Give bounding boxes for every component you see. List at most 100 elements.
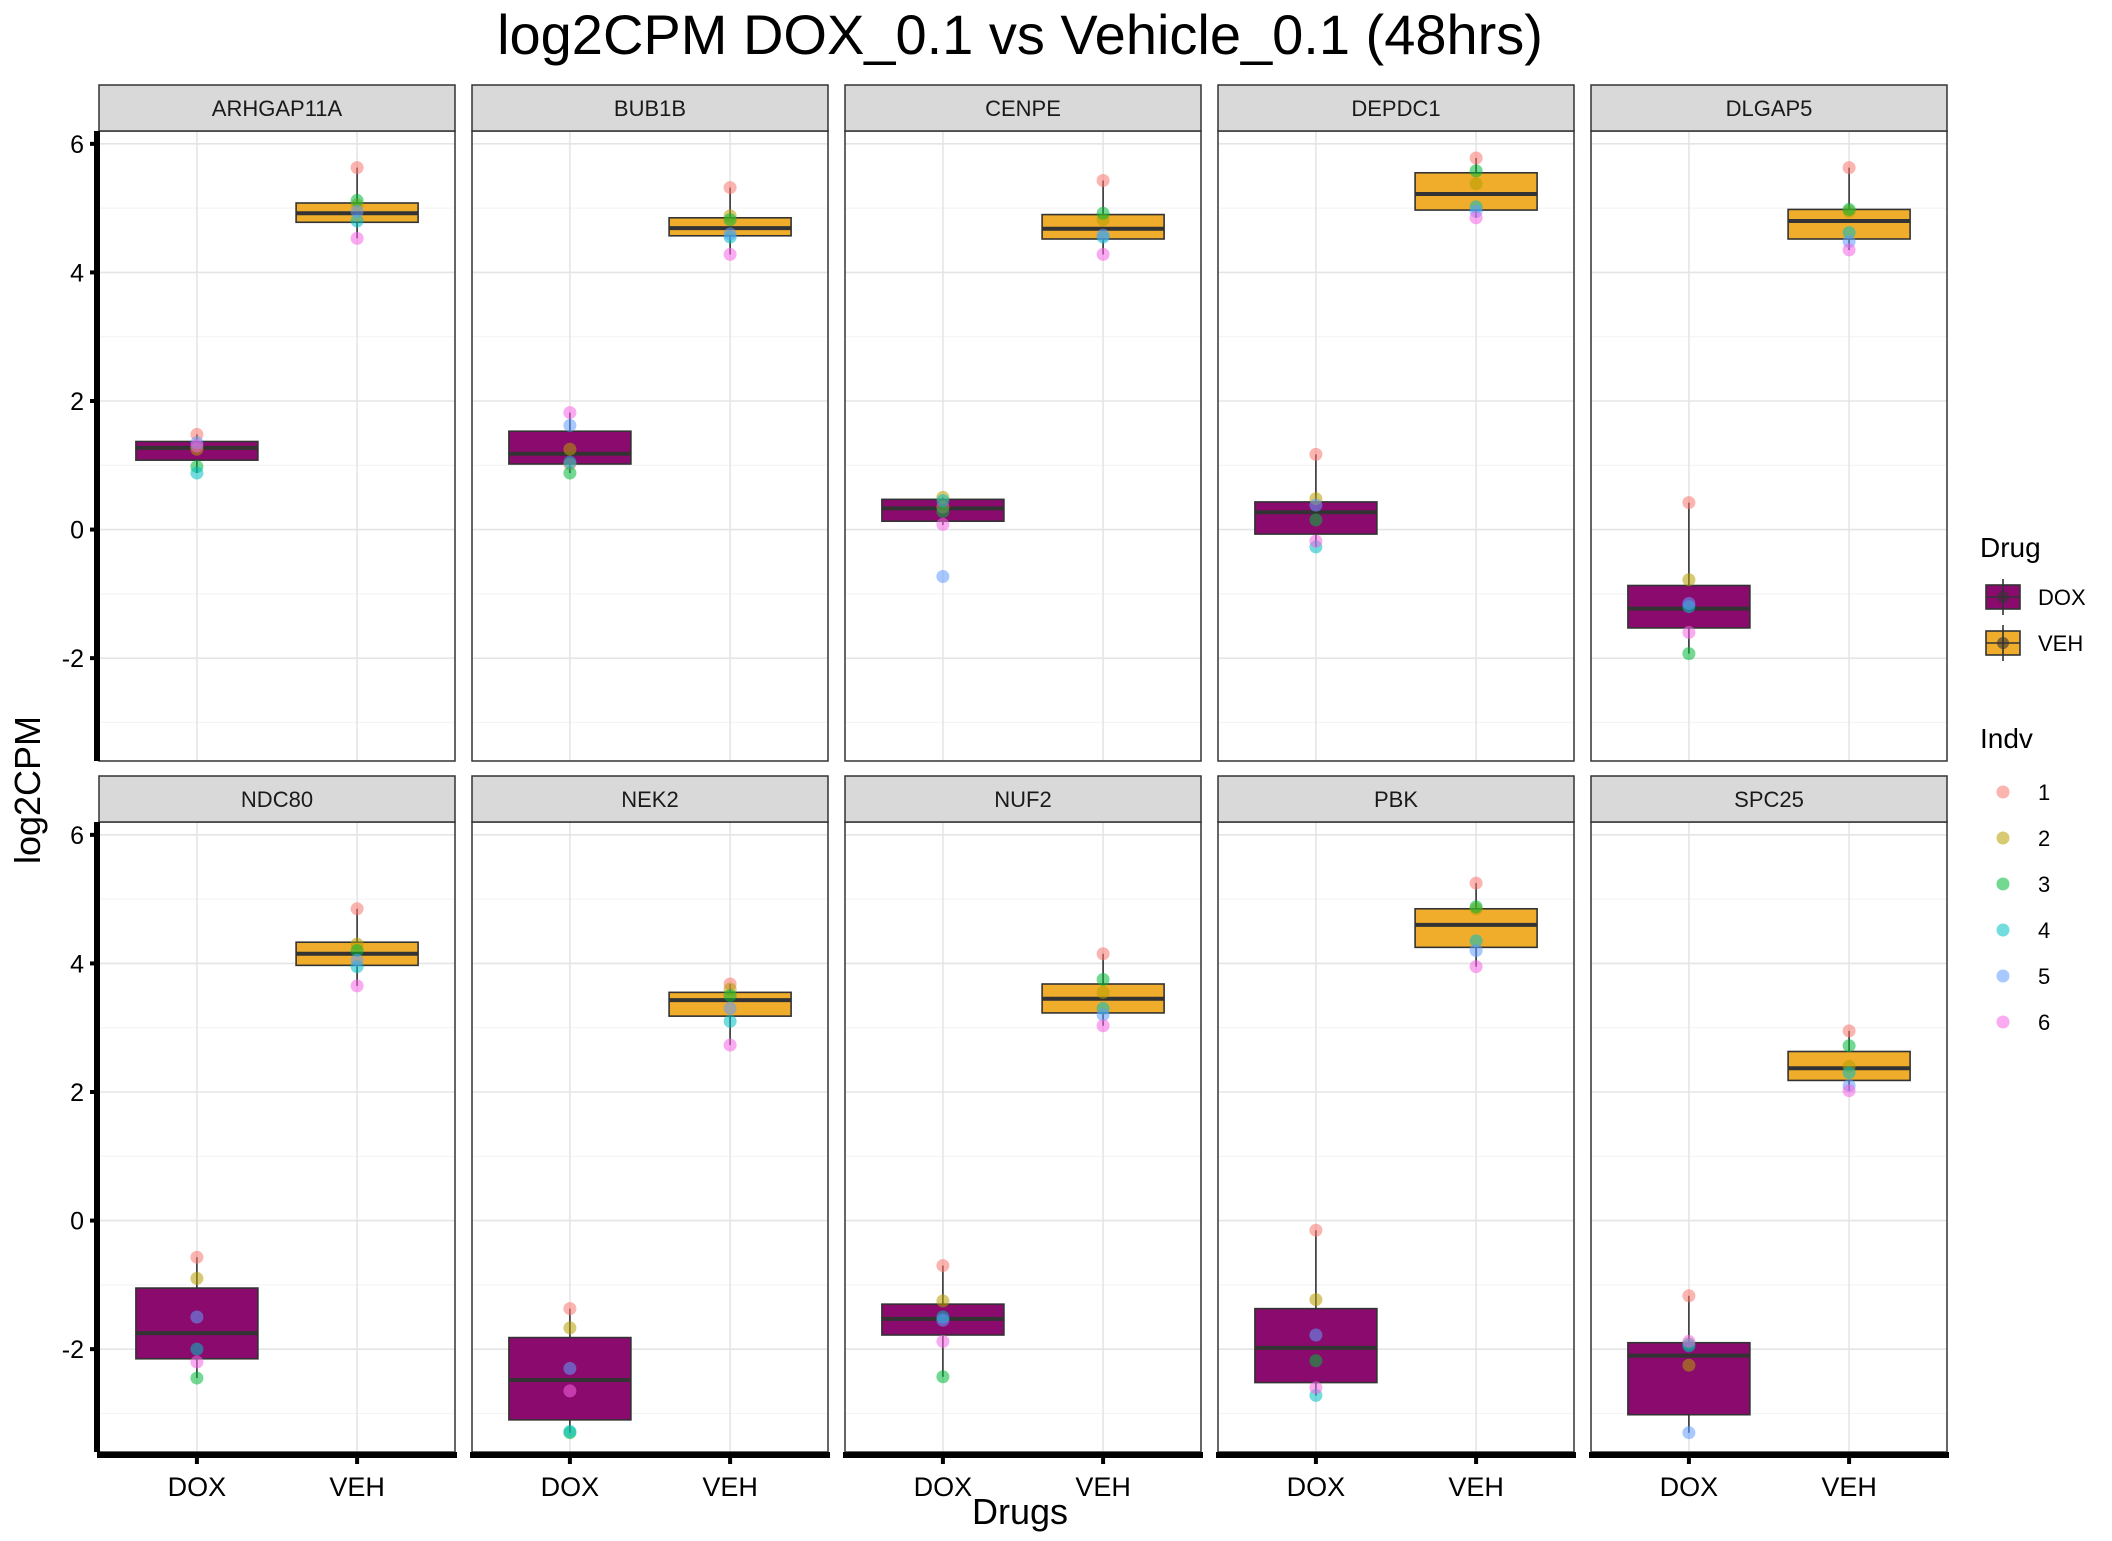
box-veh: [1787, 161, 1911, 257]
facet-strip: [844, 775, 1202, 823]
data-point-indv-1: [1842, 1024, 1856, 1038]
legend-indv-label: 4: [2038, 918, 2050, 943]
legend-indv-point-3: [1996, 877, 2010, 891]
data-point-indv-1: [1469, 151, 1483, 165]
box-veh: [1414, 151, 1538, 225]
box-dox: [1627, 496, 1751, 661]
box-dox: [508, 406, 632, 480]
box-dox: [135, 427, 259, 480]
x-tick-label: VEH: [329, 1472, 385, 1502]
data-point-indv-3: [1096, 973, 1110, 986]
data-point-indv-3: [1469, 164, 1483, 178]
facet-label: NDC80: [241, 787, 313, 812]
data-point-indv-3: [190, 1371, 204, 1385]
data-point-indv-3: [350, 193, 364, 207]
facet-strip: [98, 775, 456, 823]
legend-indv-label: 5: [2038, 964, 2050, 989]
box-veh: [295, 902, 419, 993]
facet-panel-nuf2: NUF2 DOX VEH: [843, 775, 1203, 1502]
facet-panel-cenpe: CENPE: [844, 84, 1202, 762]
data-point-indv-3: [563, 466, 577, 480]
data-point-indv-1: [1096, 174, 1110, 187]
data-point-indv-4: [350, 214, 364, 228]
y-tick-label: -2: [62, 1336, 84, 1364]
data-point-indv-1: [350, 902, 364, 916]
x-tick-label: DOX: [914, 1472, 973, 1502]
data-point-indv-1: [563, 1302, 577, 1316]
data-point-indv-4: [190, 466, 204, 480]
facet-strip: [1590, 775, 1948, 823]
data-point-indv-5: [1096, 228, 1110, 242]
data-point-indv-1: [350, 161, 364, 175]
y-tick-label: -2: [62, 645, 84, 673]
data-point-indv-1: [1309, 447, 1323, 461]
legend-indv-title: Indv: [1980, 723, 2033, 754]
box-body: [1627, 1341, 1751, 1416]
data-point-indv-5: [936, 1313, 950, 1327]
data-point-indv-5: [723, 227, 737, 241]
x-tick-label: VEH: [702, 1472, 758, 1502]
data-point-indv-6: [1096, 1019, 1110, 1033]
data-point-indv-6: [1309, 1381, 1323, 1395]
data-point-indv-6: [1096, 247, 1110, 261]
data-point-indv-2: [1309, 1293, 1323, 1307]
facet-panel-ndc80: NDC80 -2 0 2 4 6 DOX VEH: [62, 775, 457, 1502]
data-point-indv-5: [1682, 1426, 1696, 1440]
data-point-indv-5: [1309, 498, 1323, 512]
facet-panels: ARHGAP11A -2 0 2 4 6 BUB1B CENPE DEPDC1 DLGAP5 NDC…: [62, 84, 1949, 1502]
data-point-indv-5: [350, 204, 364, 218]
data-point-indv-3: [350, 944, 364, 958]
x-axis-label: Drugs: [972, 1491, 1068, 1532]
legend-indv-label: 2: [2038, 826, 2050, 851]
data-point-indv-6: [723, 247, 737, 261]
box-veh: [1041, 947, 1165, 1033]
facet-label: CENPE: [985, 96, 1061, 121]
facet-label: SPC25: [1734, 787, 1804, 812]
y-tick-label: 2: [70, 1079, 84, 1107]
facet-strip: [844, 84, 1202, 132]
box-body: [1254, 1307, 1378, 1384]
facet-panel-bub1b: BUB1B: [471, 84, 829, 762]
box-veh: [668, 977, 792, 1052]
data-point-indv-1: [1469, 876, 1483, 890]
data-point-indv-6: [936, 1334, 950, 1348]
data-point-indv-1: [1096, 947, 1110, 961]
legend-indv-point-2: [1996, 831, 2010, 845]
data-point-indv-6: [1469, 211, 1483, 225]
y-tick-label: 0: [70, 1208, 84, 1236]
legend-key-point: [1997, 637, 2009, 649]
data-point-indv-1: [936, 1259, 950, 1273]
data-point-indv-3: [1842, 202, 1856, 216]
data-point-indv-4: [1842, 1066, 1856, 1080]
data-point-indv-3: [1842, 1039, 1856, 1053]
data-point-indv-2: [1469, 177, 1483, 191]
data-point-indv-3: [723, 989, 737, 1003]
x-tick-label: DOX: [541, 1472, 600, 1502]
data-point-indv-2: [563, 442, 577, 456]
box-dox: [1254, 1223, 1378, 1402]
legend-drug-label: DOX: [2038, 585, 2086, 610]
data-point-indv-5: [1096, 1008, 1110, 1022]
facet-label: DLGAP5: [1726, 96, 1813, 121]
data-point-indv-6: [1842, 1084, 1856, 1098]
facet-label: DEPDC1: [1351, 96, 1440, 121]
facet-label: NEK2: [621, 787, 678, 812]
facet-label: NUF2: [994, 787, 1051, 812]
legend-key-point: [1997, 591, 2009, 603]
box-dox: [1627, 1289, 1751, 1440]
legend-drug-key-dox: [1985, 579, 2021, 615]
data-point-indv-6: [723, 1038, 737, 1052]
legend-indv-label: 6: [2038, 1010, 2050, 1035]
box-veh: [1787, 1024, 1911, 1098]
facet-strip: [1217, 84, 1575, 132]
data-point-indv-6: [1682, 625, 1696, 639]
facet-strip: [1217, 775, 1575, 823]
box-dox: [135, 1250, 259, 1385]
data-point-indv-4: [936, 494, 950, 508]
data-point-indv-5: [563, 418, 577, 432]
data-point-indv-5: [350, 953, 364, 967]
y-tick-label: 2: [70, 388, 84, 416]
facet-panel-arhgap11a: ARHGAP11A -2 0 2 4 6: [62, 84, 456, 762]
y-axis-label: log2CPM: [7, 716, 48, 864]
